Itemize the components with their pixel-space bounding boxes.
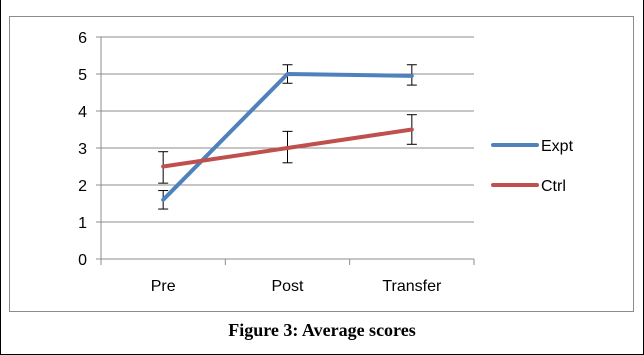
y-tick-label: 2 [78,178,87,195]
x-tick-label: Transfer [382,278,442,295]
y-tick-label: 3 [78,141,87,158]
series-line-ctrl [161,127,414,169]
y-tick-label: 4 [78,104,87,121]
legend-label-expt: Expt [541,138,574,155]
chart-area [9,16,634,312]
axes: 0 1 2 3 4 5 6 Pre Post Transfer [78,30,475,295]
y-tick-label: 5 [78,67,87,84]
series-lines [158,64,417,210]
x-tick-label: Post [271,278,304,295]
x-tick-label: Pre [151,278,176,295]
y-tick-label: 1 [78,215,87,232]
legend: Expt Ctrl [491,138,574,195]
series-line-expt [161,72,414,202]
legend-label-ctrl: Ctrl [541,178,566,195]
y-tick-label: 0 [78,252,87,269]
figure-caption: Figure 3: Average scores [228,320,416,340]
y-tick-label: 6 [78,30,87,47]
